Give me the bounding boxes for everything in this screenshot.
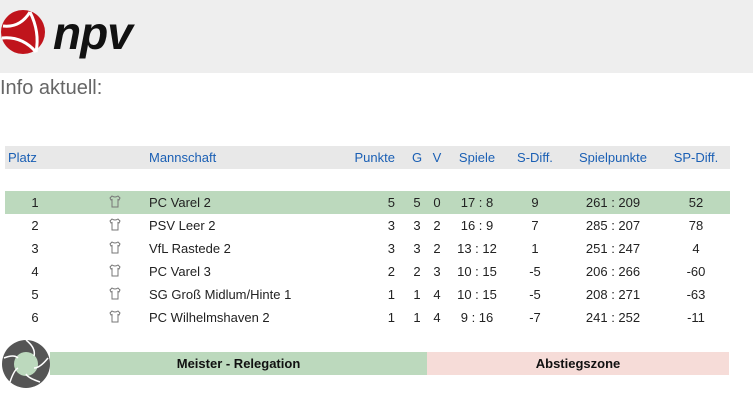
cell-platz: 5 — [31, 287, 39, 302]
col-v[interactable]: V — [432, 150, 442, 165]
cell-v: 2 — [433, 241, 441, 256]
col-mannschaft[interactable]: Mannschaft — [149, 150, 217, 165]
cell-spielpunkte: 285 : 207 — [585, 218, 641, 233]
legend-promotion: Meister - Relegation — [50, 352, 427, 375]
cell-team[interactable]: PSV Leer 2 — [149, 218, 216, 233]
cell-spielpunkte: 241 : 252 — [585, 310, 641, 325]
cell-spielpunkte: 208 : 271 — [585, 287, 641, 302]
col-spiele[interactable]: Spiele — [458, 150, 496, 165]
cell-spdiff: 52 — [688, 195, 704, 210]
cell-team[interactable]: PC Varel 2 — [149, 195, 211, 210]
table-row: 3 VfL Rastede 2 3 3 2 13 : 12 1 251 : 247 4 — [5, 237, 730, 260]
npv-logo-icon[interactable] — [0, 8, 50, 58]
cell-platz: 3 — [31, 241, 39, 256]
cell-punkte: 1 — [387, 287, 395, 302]
shirt-icon — [109, 287, 123, 303]
cell-v: 4 — [433, 310, 441, 325]
legend-relegation: Abstiegszone — [427, 352, 729, 375]
cell-spiele: 16 : 9 — [460, 218, 494, 233]
cell-platz: 6 — [31, 310, 39, 325]
shirt-icon — [109, 218, 123, 234]
table-header: Platz Mannschaft Punkte G V Spiele S-Dif… — [5, 146, 730, 169]
cell-g: 3 — [413, 218, 421, 233]
cell-v: 4 — [433, 287, 441, 302]
cell-spielpunkte: 251 : 247 — [585, 241, 641, 256]
site-header: npv — [0, 0, 753, 73]
cell-spielpunkte: 206 : 266 — [585, 264, 641, 279]
cell-punkte: 5 — [387, 195, 395, 210]
cell-spdiff: 4 — [692, 241, 700, 256]
shirt-icon — [109, 195, 123, 211]
cell-punkte: 2 — [387, 264, 395, 279]
cell-g: 1 — [413, 310, 421, 325]
cell-spdiff: -63 — [686, 287, 706, 302]
table-row: 1 PC Varel 2 5 5 0 17 : 8 9 261 : 209 52 — [5, 191, 730, 214]
cell-sdiff: 1 — [531, 241, 539, 256]
col-g[interactable]: G — [411, 150, 423, 165]
shirt-icon — [109, 241, 123, 257]
col-spdiff[interactable]: SP-Diff. — [673, 150, 719, 165]
cell-g: 2 — [413, 264, 421, 279]
cell-spdiff: -11 — [687, 310, 705, 325]
club-badge-icon — [2, 339, 50, 388]
cell-spiele: 13 : 12 — [457, 241, 497, 256]
cell-sdiff: -5 — [529, 264, 541, 279]
cell-punkte: 3 — [387, 241, 395, 256]
cell-punkte: 1 — [387, 310, 395, 325]
cell-sdiff: -5 — [529, 287, 541, 302]
cell-platz: 4 — [31, 264, 39, 279]
table-row: 5 SG Groß Midlum/Hinte 1 1 1 4 10 : 15 -5 208 :… — [5, 283, 730, 306]
col-platz[interactable]: Platz — [8, 150, 37, 165]
cell-sdiff: -7 — [529, 310, 541, 325]
table-row: 2 PSV Leer 2 3 3 2 16 : 9 7 285 : 207 78 — [5, 214, 730, 237]
shirt-icon — [109, 310, 123, 326]
cell-spdiff: -60 — [686, 264, 706, 279]
cell-spiele: 17 : 8 — [460, 195, 494, 210]
cell-spiele: 9 : 16 — [460, 310, 494, 325]
cell-team[interactable]: PC Wilhelmshaven 2 — [149, 310, 270, 325]
cell-spielpunkte: 261 : 209 — [585, 195, 641, 210]
cell-spiele: 10 : 15 — [457, 287, 497, 302]
cell-v: 2 — [433, 218, 441, 233]
cell-sdiff: 7 — [531, 218, 539, 233]
cell-g: 5 — [413, 195, 421, 210]
col-punkte[interactable]: Punkte — [354, 150, 395, 165]
cell-team[interactable]: SG Groß Midlum/Hinte 1 — [149, 287, 292, 302]
shirt-icon — [109, 264, 123, 280]
cell-team[interactable]: VfL Rastede 2 — [149, 241, 231, 256]
cell-g: 3 — [413, 241, 421, 256]
cell-sdiff: 9 — [531, 195, 539, 210]
col-sdiff[interactable]: S-Diff. — [517, 150, 553, 165]
col-spielpunkte[interactable]: Spielpunkte — [579, 150, 647, 165]
cell-v: 0 — [433, 195, 441, 210]
cell-g: 1 — [413, 287, 421, 302]
table-row: 4 PC Varel 3 2 2 3 10 : 15 -5 206 : 266 -60 — [5, 260, 730, 283]
cell-platz: 2 — [31, 218, 39, 233]
cell-team[interactable]: PC Varel 3 — [149, 264, 211, 279]
cell-spdiff: 78 — [688, 218, 704, 233]
cell-platz: 1 — [31, 195, 39, 210]
cell-spiele: 10 : 15 — [457, 264, 497, 279]
logo-text[interactable]: npv — [53, 7, 133, 59]
page-title: Info aktuell: — [0, 77, 103, 99]
cell-v: 3 — [433, 264, 441, 279]
cell-punkte: 3 — [387, 218, 395, 233]
